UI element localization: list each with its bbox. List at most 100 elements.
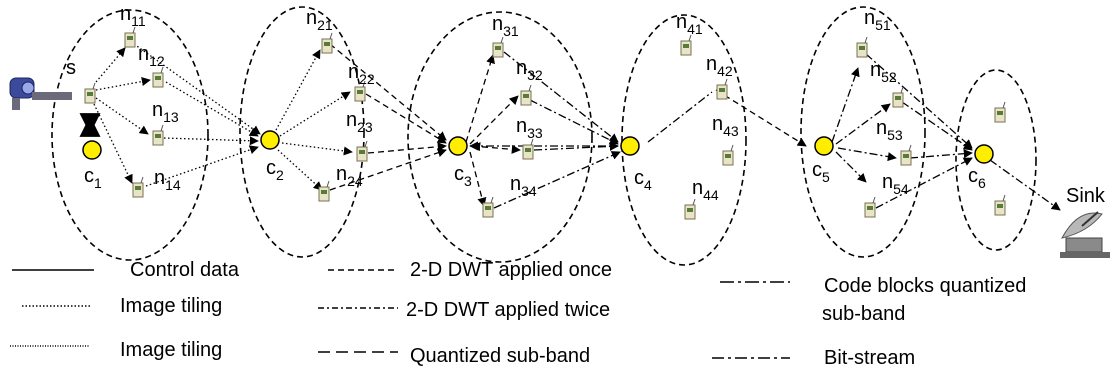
cluster-head-c6 <box>974 144 994 164</box>
node-label-s: s <box>66 57 76 79</box>
legend-label: Control data <box>130 259 240 281</box>
edge-tiling <box>95 47 126 83</box>
legend-label: 2-D DWT applied twice <box>406 299 610 321</box>
node-label-n22: n22 <box>348 61 375 87</box>
node-label-n44: n44 <box>692 177 719 203</box>
edge-codeblocks <box>831 67 860 143</box>
sensor-node-icon <box>864 196 876 218</box>
edge-codeblocks <box>901 101 973 151</box>
edge-codeblocks <box>835 103 891 145</box>
edge-codeblocks <box>835 151 867 183</box>
cluster-heads <box>82 130 994 164</box>
sensor-node-icon <box>152 124 164 146</box>
legend-label: 2-D DWT applied once <box>410 259 612 281</box>
satellite-dish-icon <box>1060 211 1110 258</box>
sensor-node-icon <box>321 32 333 54</box>
cluster-head-c4 <box>620 136 640 156</box>
edge-quantized <box>715 89 807 147</box>
node-label-n53: n53 <box>876 117 903 143</box>
cluster-4-boundary <box>621 14 747 266</box>
sink-label: Sink <box>1066 185 1106 207</box>
cluster-head-c1 <box>82 140 102 160</box>
sensor-node-icon <box>892 86 904 108</box>
node-label-n32: n32 <box>516 57 543 83</box>
node-label-n11: n11 <box>120 3 146 29</box>
legend-label: Quantized sub-band <box>410 345 590 367</box>
edge-tiling <box>275 49 321 131</box>
edge-tiling <box>93 103 133 184</box>
edge-tiling <box>95 77 151 91</box>
cluster-head-label-c2: c2 <box>266 157 284 183</box>
node-label-n41: n41 <box>676 11 703 37</box>
sensor-node-icon <box>994 101 1006 123</box>
node-label-n52: n52 <box>870 59 897 85</box>
node-label-n31: n31 <box>492 13 519 39</box>
node-label-n54: n54 <box>882 171 909 197</box>
node-label-n24: n24 <box>336 163 363 189</box>
edge-codeblocks <box>909 149 973 159</box>
sensor-node-icon <box>84 82 96 104</box>
edge-codeblocks <box>875 157 973 209</box>
cluster-boundaries <box>51 6 1037 266</box>
node-label-n34: n34 <box>510 173 537 199</box>
edges <box>79 43 1061 211</box>
sensor-node-icon <box>994 194 1006 216</box>
edge-tiling <box>95 97 149 135</box>
node-label-n42: n42 <box>706 53 733 79</box>
sensor-node-icon <box>152 66 164 88</box>
cluster-head-c5 <box>814 136 834 156</box>
sensor-node-icon <box>492 36 504 58</box>
edge-quantized <box>471 142 521 154</box>
edge-dwt-once <box>329 43 447 141</box>
edge-tiling <box>277 149 323 191</box>
legend-label: Image tiling <box>120 339 222 361</box>
sensor-node-icon <box>856 36 868 58</box>
sensor-node-icon <box>132 176 144 198</box>
sensor-node-icon <box>482 196 494 218</box>
sensor-node-icon <box>680 34 692 56</box>
sensor-node-icon <box>722 144 734 166</box>
cluster-1-boundary <box>51 9 209 261</box>
edge-tiling <box>281 142 353 156</box>
cluster-head-label-c3: c3 <box>454 163 472 189</box>
edge-tiling <box>165 81 259 137</box>
edge-dwt-once <box>367 142 447 154</box>
node-label-n12: n12 <box>138 43 165 69</box>
sensor-node-icon <box>522 138 534 160</box>
node-labels: s n11 n12 n13 n14 n21 n22 n23 n24 n31 n3… <box>66 3 1106 207</box>
cluster-head-label-c4: c4 <box>634 167 652 193</box>
legend <box>10 269 790 359</box>
node-label-n23: n23 <box>346 109 373 135</box>
legend-label: Image tiling <box>120 295 222 317</box>
node-label-n14: n14 <box>154 167 181 193</box>
cluster-3-boundary <box>407 11 593 263</box>
sensor-node-icon <box>900 144 912 166</box>
cluster-head-label-c5: c5 <box>812 159 830 185</box>
edge-dwt-once <box>365 93 447 144</box>
edge-bitstream <box>529 99 619 145</box>
legend-labels: Control data Image tiling Image tiling 2… <box>120 259 1026 369</box>
node-label-n51: n51 <box>864 7 891 33</box>
edge-bitstream <box>647 91 713 143</box>
legend-label: Code blocks quantized <box>824 275 1026 297</box>
edge-codeblocks <box>865 53 973 149</box>
node-label-n21: n21 <box>306 7 333 33</box>
edge-quantized <box>469 95 519 145</box>
cluster-6-boundary <box>955 69 1037 251</box>
node-label-n13: n13 <box>152 99 179 125</box>
edge-bitstream <box>989 159 1061 211</box>
sensor-nodes <box>84 26 1006 220</box>
sensor-node-icon <box>716 78 728 100</box>
sensor-node-icon <box>318 180 330 202</box>
sensor-node-icon <box>520 84 532 106</box>
edge-codeblocks <box>837 147 897 162</box>
edge-bitstream <box>533 141 619 151</box>
edge-quantized <box>465 54 495 143</box>
node-label-n43: n43 <box>712 113 739 139</box>
cluster-head-label-c6: c6 <box>968 165 986 191</box>
sensor-node-icon <box>124 26 136 48</box>
legend-label: Bit-stream <box>824 347 915 369</box>
edge-tiling <box>133 43 261 135</box>
legend-label: sub-band <box>822 303 905 325</box>
